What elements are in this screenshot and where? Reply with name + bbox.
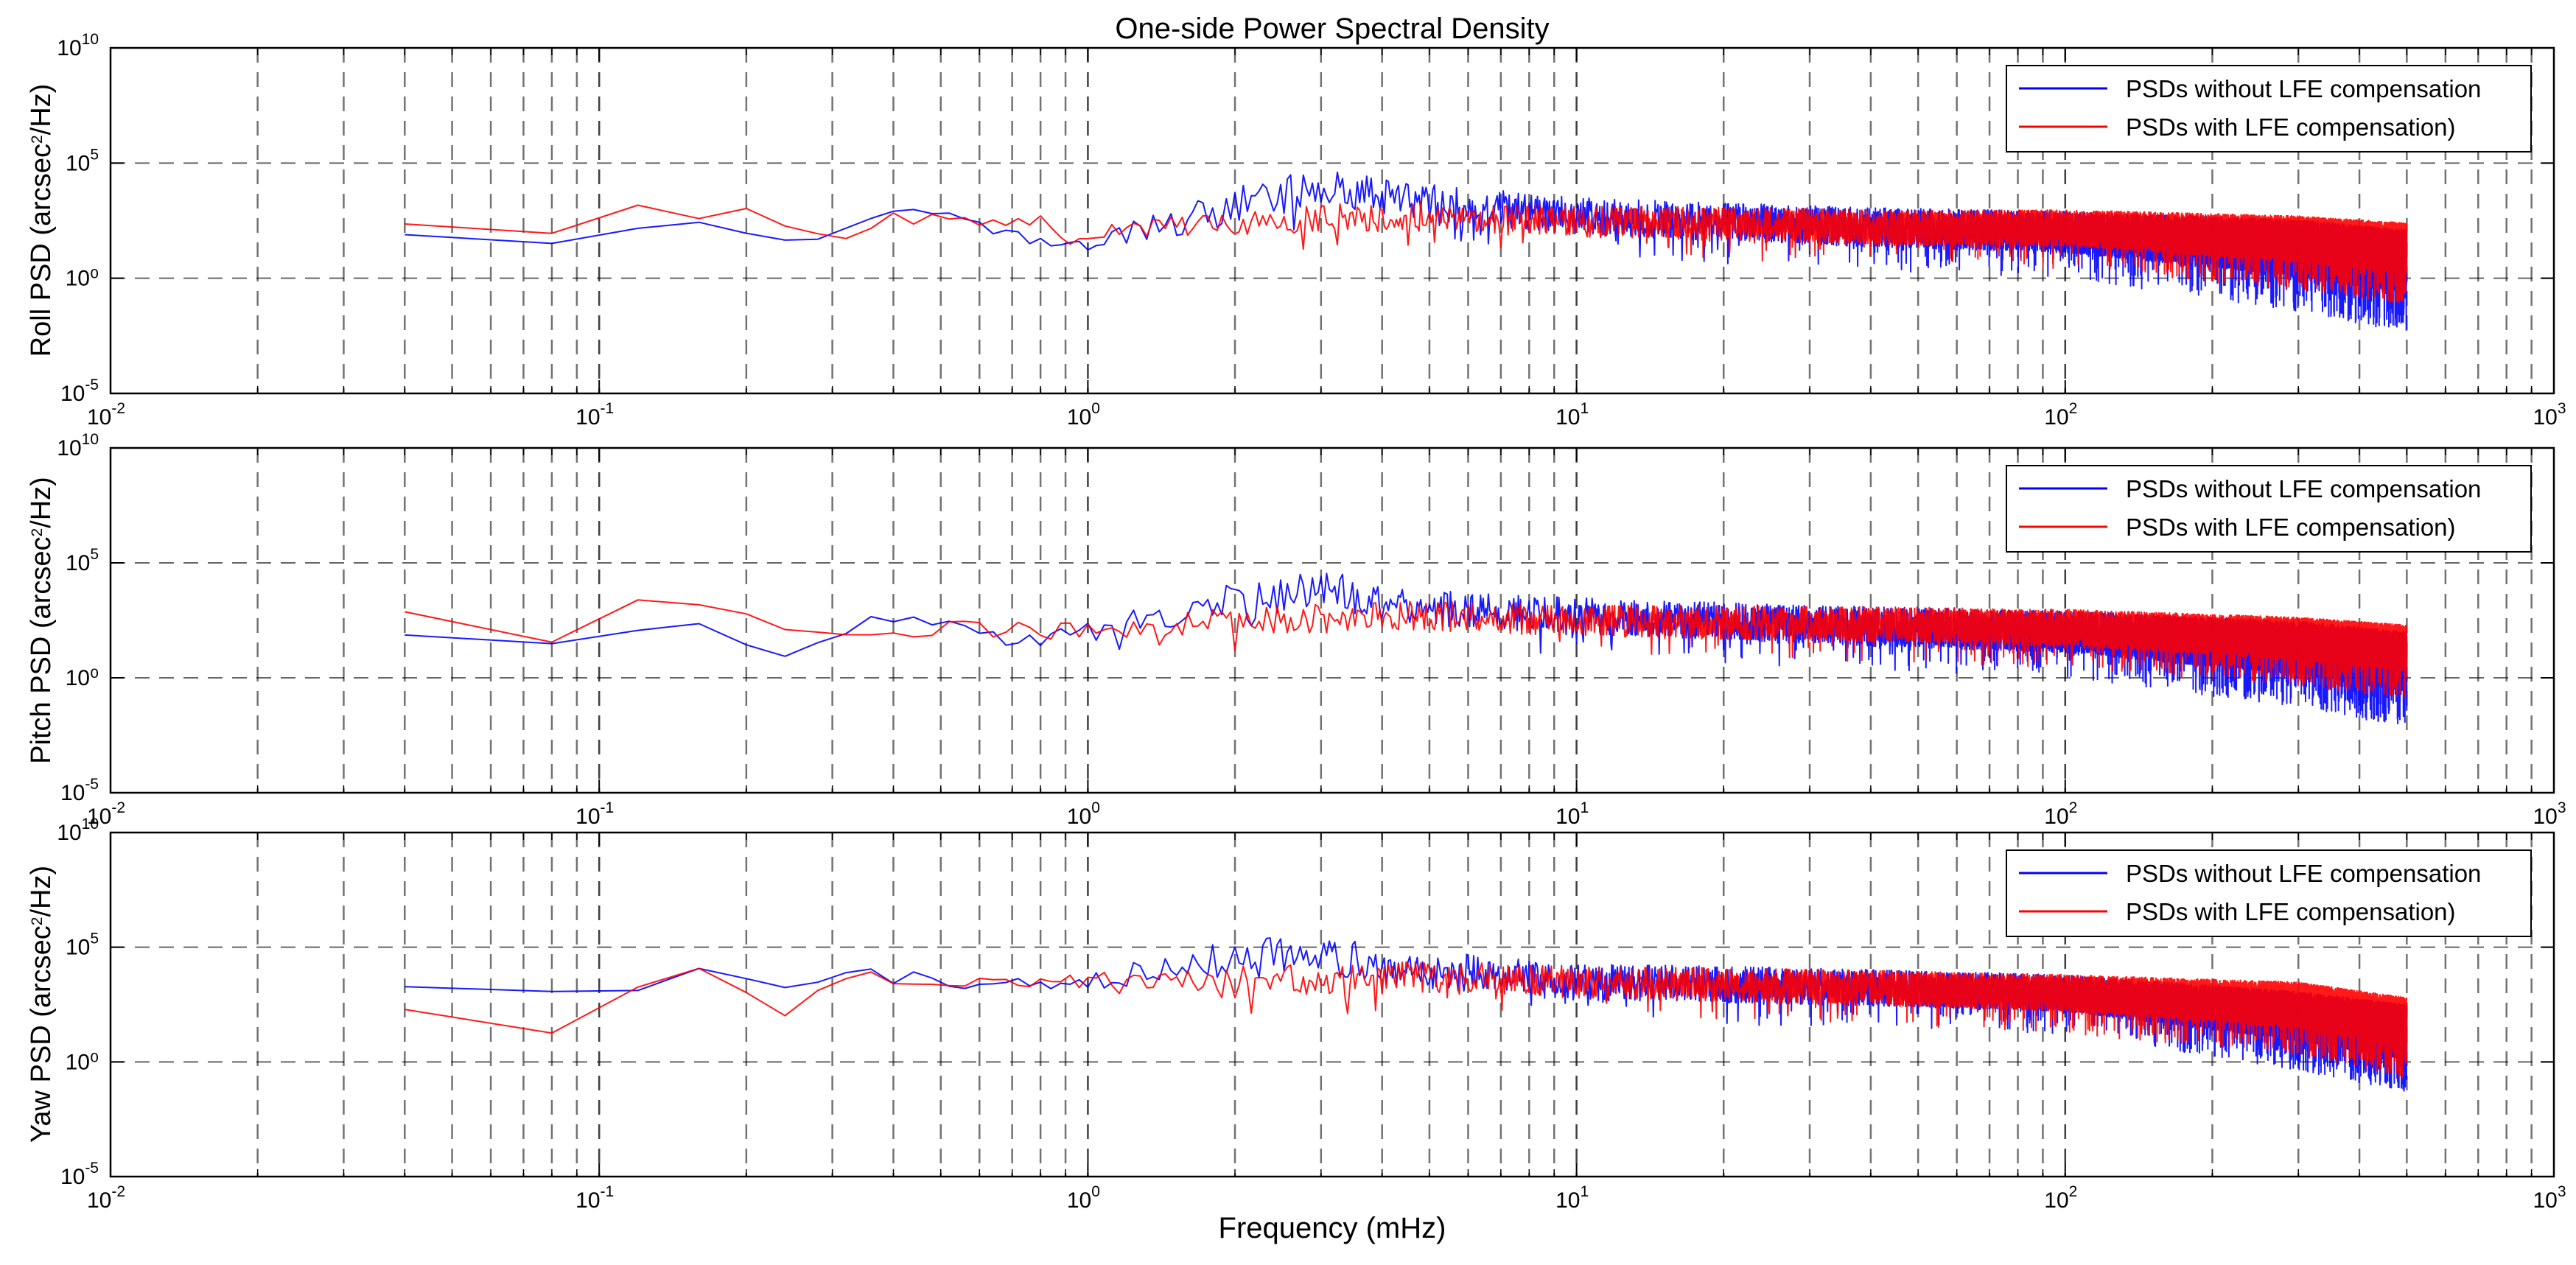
x-tick-label: 103 — [2533, 400, 2566, 430]
pitch-ylabel: Pitch PSD (arcsec2/Hz) — [26, 477, 57, 764]
pitch-panel: 10-2 10-1 100 101 102 103 10-5 10⁰ 105 1010 Pitch… — [26, 431, 2566, 829]
y-tick-label: 105 — [66, 146, 99, 175]
y-tick-label: 10⁰ — [66, 1050, 99, 1074]
yaw-legend: PSDs without LFE compensation PSDs with … — [2006, 849, 2532, 937]
y-tick-label: 10-5 — [60, 376, 99, 406]
x-tick-label: 10-2 — [87, 400, 125, 430]
axes-box — [109, 446, 2555, 794]
y-tick-label: 1010 — [57, 31, 99, 60]
x-tick-label: 10-2 — [87, 799, 125, 829]
y-tick-label: 105 — [66, 546, 99, 575]
yaw-ylabel: Yaw PSD (arcsec2/Hz) — [26, 866, 57, 1143]
roll-ylabel: Roll PSD (arcsec2/Hz) — [26, 84, 57, 357]
x-tick-label: 100 — [1067, 1183, 1100, 1213]
y-tick-label: 10-5 — [60, 1160, 99, 1189]
y-tick-label: 105 — [66, 931, 99, 960]
legend-label-without: PSDs without LFE compensation — [2126, 475, 2481, 502]
roll-legend: PSDs without LFE compensation PSDs with … — [2006, 65, 2532, 153]
y-tick-label: 10⁰ — [66, 267, 99, 291]
x-tick-label: 101 — [1555, 1183, 1589, 1213]
roll-panel: 10-2 10-1 100 101 102 103 10-5 10⁰ 105 1010 Roll … — [26, 31, 2566, 430]
series-with-lfe-line — [405, 961, 2408, 1079]
y-tick-label: 10-5 — [60, 776, 99, 805]
x-tick-label: 101 — [1555, 799, 1589, 829]
axes-box — [109, 831, 2555, 1178]
x-tick-label: 102 — [2044, 1183, 2077, 1213]
series-with-lfe-line — [405, 200, 2408, 304]
x-tick-label: 102 — [2044, 799, 2077, 829]
axes-box — [109, 46, 2555, 395]
y-tick-label: 1010 — [57, 816, 99, 845]
legend-label-without: PSDs without LFE compensation — [2126, 860, 2481, 887]
x-axis-label: Frequency (mHz) — [1219, 1212, 1446, 1244]
y-tick-label: 10⁰ — [66, 666, 99, 690]
x-tick-label: 102 — [2044, 400, 2077, 430]
series-with-lfe-line — [405, 599, 2408, 698]
yaw-panel: 10-2 10-1 100 101 102 103 10-5 10⁰ 105 1010 Yaw P… — [26, 816, 2566, 1213]
x-tick-label: 10-1 — [575, 799, 614, 829]
x-tick-label: 10-2 — [87, 1183, 125, 1213]
legend-label-with: PSDs with LFE compensation) — [2126, 113, 2456, 141]
legend-label-without: PSDs without LFE compensation — [2126, 75, 2481, 102]
x-tick-label: 103 — [2533, 799, 2566, 829]
figure-title: One-side Power Spectral Density — [1115, 13, 1549, 45]
x-tick-label: 103 — [2533, 1183, 2566, 1213]
legend-label-with: PSDs with LFE compensation) — [2126, 898, 2456, 925]
pitch-legend: PSDs without LFE compensation PSDs with … — [2006, 465, 2532, 553]
x-tick-label: 100 — [1067, 400, 1100, 430]
y-tick-label: 1010 — [57, 431, 99, 460]
x-tick-label: 100 — [1067, 799, 1100, 829]
x-tick-label: 10-1 — [575, 400, 614, 430]
x-tick-label: 10-1 — [575, 1183, 614, 1213]
x-tick-label: 101 — [1555, 400, 1589, 430]
legend-label-with: PSDs with LFE compensation) — [2126, 514, 2456, 541]
